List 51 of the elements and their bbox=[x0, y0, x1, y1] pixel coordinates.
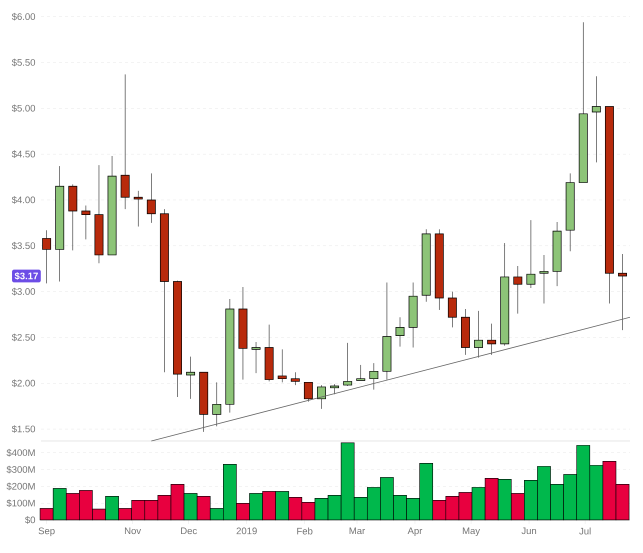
candlestick bbox=[513, 266, 522, 314]
y-tick-label: $6.00 bbox=[12, 12, 36, 21]
candlestick bbox=[526, 220, 536, 288]
y-tick-label: $200M bbox=[6, 482, 35, 490]
candlestick bbox=[212, 382, 222, 427]
x-tick-label: Apr bbox=[408, 528, 422, 536]
candlestick bbox=[81, 205, 90, 240]
candlestick bbox=[252, 342, 260, 374]
candlestick bbox=[134, 190, 143, 227]
x-tick-label: Feb bbox=[297, 528, 312, 534]
y-tick-label: $3.50 bbox=[12, 242, 36, 250]
y-tick-label: $400M bbox=[6, 448, 35, 457]
candlestick bbox=[356, 364, 366, 381]
y-tick-label: $1.50 bbox=[12, 425, 36, 433]
text: $3.17 bbox=[14, 272, 38, 280]
candlestick bbox=[396, 316, 404, 347]
candlestick bbox=[290, 372, 300, 386]
candlestick bbox=[369, 362, 378, 390]
y-tick-label: $2.50 bbox=[12, 334, 36, 342]
x-tick-label: Dec bbox=[181, 528, 197, 534]
x-tick-label: Sep bbox=[38, 528, 55, 536]
candlestick bbox=[474, 310, 484, 358]
y-tick-label: $0 bbox=[25, 516, 36, 524]
candlestick bbox=[540, 254, 548, 304]
x-tick-label: 2019 bbox=[236, 528, 257, 534]
candlestick bbox=[330, 384, 340, 395]
y-tick-label: $3.00 bbox=[12, 288, 36, 296]
candlestick bbox=[448, 291, 457, 328]
candlestick bbox=[592, 76, 601, 163]
x-tick-label: May bbox=[462, 528, 480, 536]
y-tick-label: $4.50 bbox=[12, 150, 36, 158]
x-tick-label: Jul bbox=[579, 528, 591, 534]
y-tick-label: $100M bbox=[6, 499, 35, 508]
x-tick-label: Mar bbox=[350, 528, 366, 534]
candlestick bbox=[278, 349, 287, 383]
candlestick bbox=[120, 74, 130, 210]
candlestick bbox=[42, 230, 52, 284]
y-tick-label: $4.00 bbox=[12, 196, 36, 204]
x-tick-label: Nov bbox=[124, 528, 142, 534]
y-tick-label: $5.00 bbox=[12, 104, 36, 112]
candlestick bbox=[146, 173, 156, 224]
y-tick-label: $300M bbox=[6, 466, 35, 474]
candlestick bbox=[186, 356, 196, 400]
candlestick bbox=[317, 384, 326, 410]
candlestick bbox=[304, 382, 313, 402]
y-tick-label: $2.00 bbox=[12, 379, 36, 388]
candlestick bbox=[343, 342, 352, 386]
candlestick bbox=[618, 254, 627, 330]
y-tick-label: $5.50 bbox=[12, 58, 36, 66]
candlestick bbox=[487, 323, 496, 356]
x-tick-label: Jun bbox=[522, 528, 536, 534]
